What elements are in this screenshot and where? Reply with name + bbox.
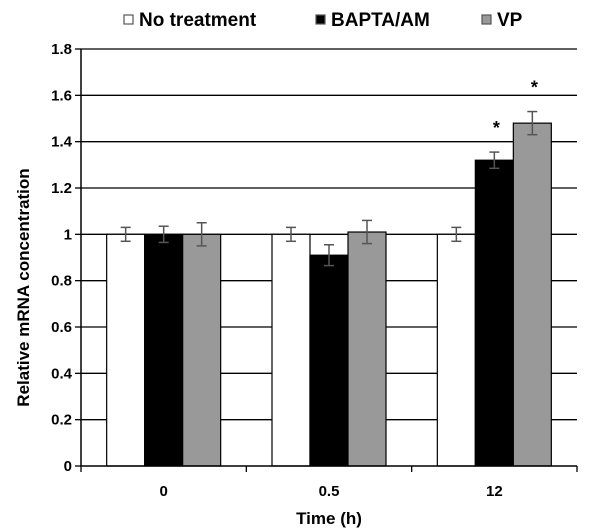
error-bar bbox=[158, 225, 169, 244]
error-bar bbox=[362, 219, 372, 245]
bar-bapta-am-0-5 bbox=[309, 254, 349, 467]
y-tick-label: 0.8 bbox=[51, 273, 72, 290]
y-tick-label: 1 bbox=[64, 226, 72, 243]
y-tick-label: 0.4 bbox=[51, 365, 73, 382]
bar-no-treatment-0 bbox=[106, 233, 146, 467]
y-axis-title: Relative mRNA concentration bbox=[14, 168, 33, 406]
legend: No treatment BAPTA/AM VP bbox=[123, 10, 523, 31]
error-bar bbox=[196, 222, 207, 247]
y-tick-label: 0 bbox=[64, 458, 72, 475]
y-tick-label: 1.6 bbox=[51, 87, 72, 104]
legend-item-bapta-am: BAPTA/AM bbox=[315, 10, 430, 31]
error-bar bbox=[286, 226, 296, 243]
error-bar bbox=[489, 151, 500, 170]
x-axis-ticks: 0 0.5 12 bbox=[80, 466, 578, 500]
y-tick-label: 0.6 bbox=[51, 319, 72, 336]
annotations: ** bbox=[493, 78, 538, 139]
error-bars bbox=[120, 110, 538, 267]
x-tick-label: 0.5 bbox=[319, 483, 340, 500]
x-tick-label: 0 bbox=[159, 483, 167, 500]
legend-label: No treatment bbox=[139, 10, 257, 31]
y-tick-label: 1.8 bbox=[51, 41, 72, 58]
legend-label: BAPTA/AM bbox=[331, 10, 430, 31]
y-tick-label: 1.2 bbox=[51, 180, 72, 197]
bar-no-treatment-0-5 bbox=[271, 233, 311, 467]
legend-item-vp: VP bbox=[481, 10, 523, 31]
x-axis-title: Time (h) bbox=[296, 509, 362, 528]
bar-bapta-am-0 bbox=[144, 233, 184, 467]
y-axis-ticks: 0 0.2 0.4 0.6 0.8 1 1.2 1.4 1.6 1.8 bbox=[51, 41, 81, 475]
error-bar bbox=[120, 226, 131, 243]
bar-bapta-am-12 bbox=[474, 159, 514, 467]
bar-vp-0-5 bbox=[347, 231, 387, 467]
error-bar bbox=[527, 110, 538, 136]
y-tick-label: 1.4 bbox=[51, 134, 73, 151]
error-bar bbox=[324, 244, 334, 267]
axes bbox=[80, 49, 577, 467]
legend-swatch bbox=[481, 14, 492, 25]
significance-star: * bbox=[531, 78, 538, 98]
bar-no-treatment-12 bbox=[436, 233, 476, 467]
x-tick-label: 12 bbox=[486, 483, 503, 500]
y-tick-label: 0.2 bbox=[51, 412, 72, 429]
legend-swatch bbox=[315, 14, 326, 25]
significance-star: * bbox=[493, 118, 500, 138]
legend-label: VP bbox=[497, 10, 523, 31]
bar-vp-0 bbox=[182, 233, 222, 467]
bar-vp-12 bbox=[512, 122, 552, 467]
bars bbox=[106, 122, 552, 467]
legend-swatch bbox=[123, 14, 134, 25]
error-bar bbox=[451, 226, 462, 243]
legend-item-no-treatment: No treatment bbox=[123, 10, 257, 31]
